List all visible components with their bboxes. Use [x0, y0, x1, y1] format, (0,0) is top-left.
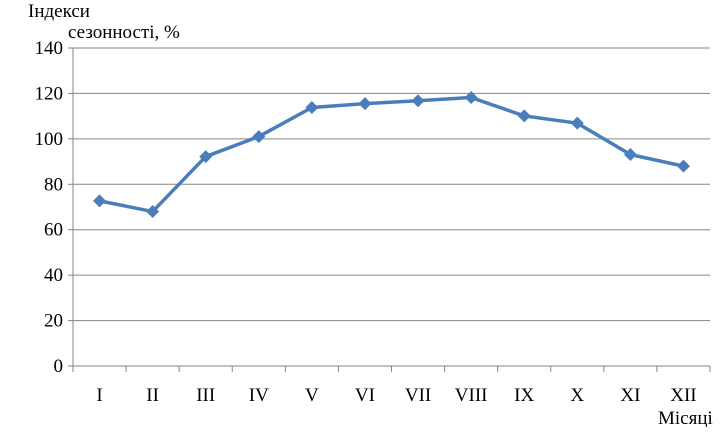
y-tick-label: 20	[44, 311, 63, 332]
x-tick-label: X	[570, 385, 584, 406]
x-tick-label: I	[96, 385, 102, 406]
data-point-marker	[570, 116, 584, 130]
x-tick-label: XI	[620, 385, 640, 406]
data-point-marker	[93, 194, 107, 208]
x-tick-label: VIII	[455, 385, 488, 406]
y-tick-label: 120	[35, 83, 64, 104]
data-point-marker	[517, 109, 531, 123]
y-tick-label: 100	[35, 129, 64, 150]
y-tick-label: 140	[35, 38, 64, 59]
data-point-marker	[305, 101, 319, 115]
data-point-marker	[199, 150, 213, 164]
x-tick-label: IX	[514, 385, 534, 406]
series-line	[99, 95, 684, 214]
x-axis-label: Місяці	[658, 408, 713, 427]
x-tick-label: VI	[355, 385, 375, 406]
data-point-marker	[411, 94, 425, 108]
data-point-marker	[464, 91, 478, 105]
x-tick-label: XII	[670, 385, 696, 406]
data-point-marker	[623, 148, 637, 162]
x-tick-label: VII	[405, 385, 431, 406]
y-tick-label: 0	[54, 356, 64, 377]
y-axis-label-line1: Індекси	[28, 1, 90, 22]
data-point-marker	[676, 159, 690, 173]
x-tick-label: II	[146, 385, 159, 406]
data-point-marker	[146, 205, 160, 219]
data-point-marker	[358, 97, 372, 111]
y-tick-label: 80	[44, 174, 63, 195]
x-tick-label: III	[196, 385, 215, 406]
x-tick-label: V	[305, 385, 319, 406]
data-point-marker	[252, 130, 266, 144]
y-axis-label-line2: сезонності, %	[68, 22, 180, 43]
y-tick-label: 40	[44, 265, 63, 286]
x-tick-label: IV	[249, 385, 269, 406]
y-tick-label: 60	[44, 220, 63, 241]
